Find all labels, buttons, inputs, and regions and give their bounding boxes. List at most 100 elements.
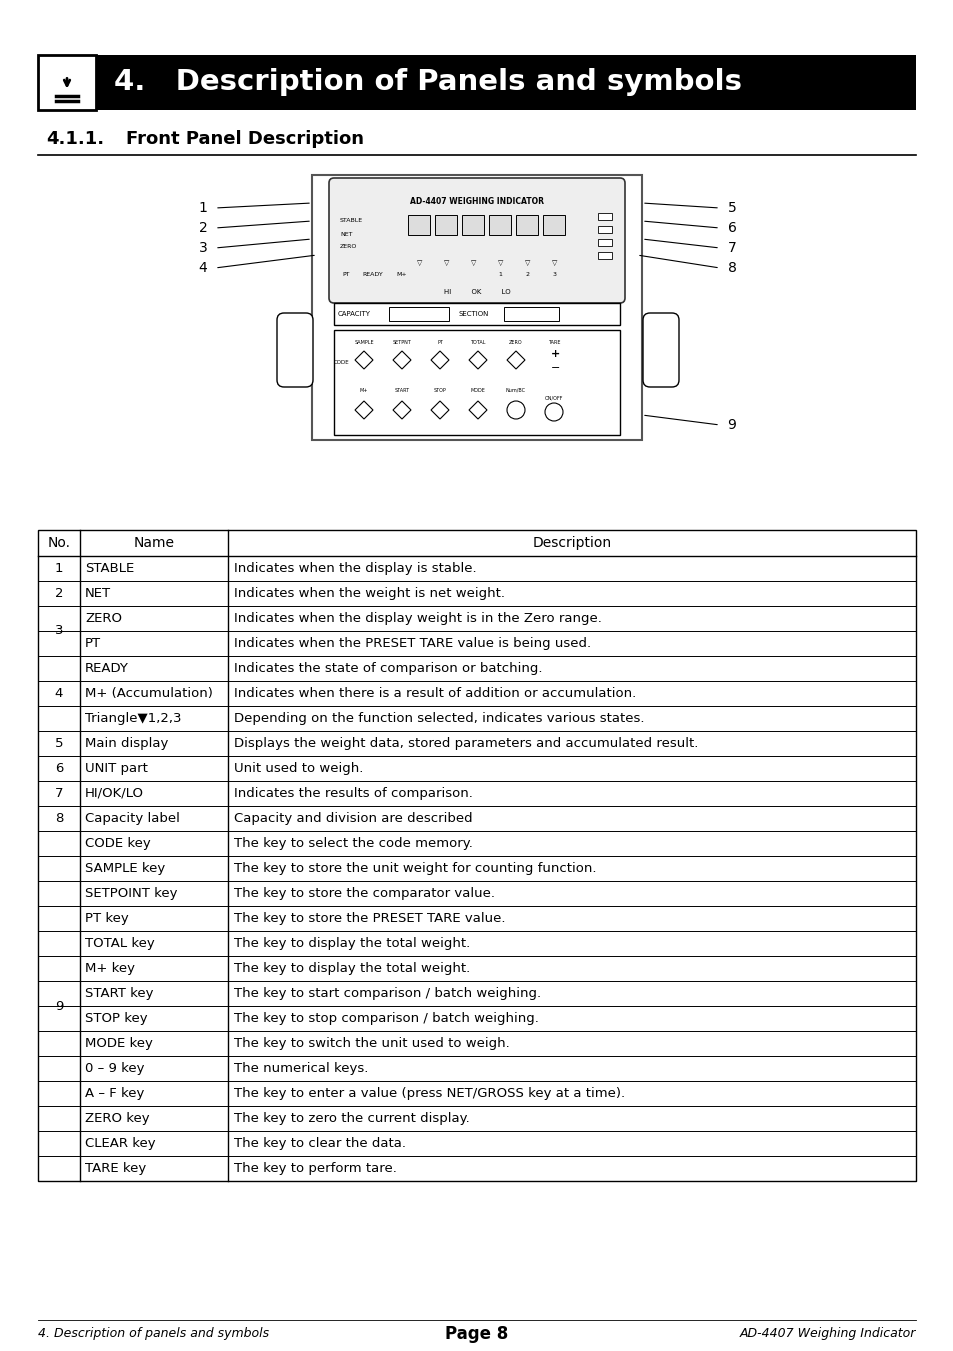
Text: Capacity label: Capacity label: [85, 812, 180, 825]
Text: SECTION: SECTION: [458, 311, 489, 317]
Text: Indicates when the weight is net weight.: Indicates when the weight is net weight.: [233, 586, 504, 600]
Text: SAMPLE key: SAMPLE key: [85, 862, 165, 875]
Text: 4.   Description of Panels and symbols: 4. Description of Panels and symbols: [113, 69, 741, 96]
Text: ZERO: ZERO: [509, 340, 522, 346]
Text: 8: 8: [727, 261, 736, 276]
Polygon shape: [355, 351, 373, 369]
Text: 8: 8: [54, 812, 63, 825]
Text: NET: NET: [339, 231, 352, 236]
Text: AD-4407 WEIGHING INDICATOR: AD-4407 WEIGHING INDICATOR: [410, 196, 543, 205]
Text: 1: 1: [54, 562, 63, 576]
Text: ▽: ▽: [524, 259, 530, 266]
Text: 4: 4: [198, 261, 207, 276]
Circle shape: [506, 401, 524, 419]
Text: 7: 7: [727, 240, 736, 255]
Text: The key to store the unit weight for counting function.: The key to store the unit weight for cou…: [233, 862, 596, 875]
Bar: [96, 55, 915, 109]
Text: ▽: ▽: [497, 259, 502, 266]
Bar: [598, 213, 612, 220]
Text: HI/OK/LO: HI/OK/LO: [85, 788, 144, 800]
Text: UNIT part: UNIT part: [85, 762, 148, 775]
Text: 5: 5: [54, 738, 63, 750]
Text: The key to perform tare.: The key to perform tare.: [233, 1162, 396, 1175]
Text: 7: 7: [54, 788, 63, 800]
Bar: [389, 307, 449, 322]
Bar: [503, 307, 558, 322]
Text: ▽: ▽: [551, 259, 557, 266]
Text: Main display: Main display: [85, 738, 168, 750]
Text: Unit used to weigh.: Unit used to weigh.: [233, 762, 363, 775]
Text: Displays the weight data, stored parameters and accumulated result.: Displays the weight data, stored paramet…: [233, 738, 698, 750]
FancyBboxPatch shape: [329, 178, 624, 303]
Text: READY: READY: [85, 662, 129, 676]
Text: The key to select the code memory.: The key to select the code memory.: [233, 838, 473, 850]
Polygon shape: [431, 401, 449, 419]
Text: Indicates when the display weight is in the Zero range.: Indicates when the display weight is in …: [233, 612, 601, 626]
Text: 6: 6: [727, 222, 736, 235]
Polygon shape: [355, 401, 373, 419]
Text: ZERO: ZERO: [85, 612, 122, 626]
Text: AD-4407 Weighing Indicator: AD-4407 Weighing Indicator: [739, 1328, 915, 1340]
Text: M+ (Accumulation): M+ (Accumulation): [85, 688, 213, 700]
Text: 3: 3: [54, 624, 63, 638]
Text: 3: 3: [552, 273, 556, 277]
Text: No.: No.: [48, 536, 71, 550]
Text: Indicates when the display is stable.: Indicates when the display is stable.: [233, 562, 476, 576]
Text: The key to display the total weight.: The key to display the total weight.: [233, 938, 470, 950]
FancyBboxPatch shape: [276, 313, 313, 386]
Text: 4. Description of panels and symbols: 4. Description of panels and symbols: [38, 1328, 269, 1340]
Text: STABLE: STABLE: [339, 219, 363, 223]
Text: The key to clear the data.: The key to clear the data.: [233, 1138, 406, 1150]
Text: Triangle▼1,2,3: Triangle▼1,2,3: [85, 712, 181, 725]
FancyBboxPatch shape: [642, 313, 679, 386]
Text: Indicates when the PRESET TARE value is being used.: Indicates when the PRESET TARE value is …: [233, 638, 591, 650]
Text: SETPOINT key: SETPOINT key: [85, 888, 177, 900]
Text: Indicates the state of comparison or batching.: Indicates the state of comparison or bat…: [233, 662, 542, 676]
Text: The key to display the total weight.: The key to display the total weight.: [233, 962, 470, 975]
Bar: [598, 239, 612, 246]
Text: 5: 5: [727, 201, 736, 215]
Text: The key to store the PRESET TARE value.: The key to store the PRESET TARE value.: [233, 912, 505, 925]
Bar: [598, 253, 612, 259]
Polygon shape: [469, 401, 486, 419]
Polygon shape: [393, 351, 411, 369]
Text: TARE key: TARE key: [85, 1162, 146, 1175]
Text: TARE: TARE: [547, 340, 559, 346]
Text: 1: 1: [198, 201, 207, 215]
Text: Front Panel Description: Front Panel Description: [126, 130, 364, 149]
Polygon shape: [393, 401, 411, 419]
Text: NET: NET: [85, 586, 111, 600]
Text: The key to store the comparator value.: The key to store the comparator value.: [233, 888, 495, 900]
Text: The key to zero the current display.: The key to zero the current display.: [233, 1112, 469, 1125]
Text: 2: 2: [198, 222, 207, 235]
Circle shape: [544, 403, 562, 422]
Bar: [516, 215, 537, 235]
Polygon shape: [431, 351, 449, 369]
Text: TOTAL key: TOTAL key: [85, 938, 154, 950]
Text: START: START: [394, 388, 409, 393]
Text: STABLE: STABLE: [85, 562, 134, 576]
Text: ▽: ▽: [471, 259, 476, 266]
Bar: [334, 330, 619, 435]
Text: ZERO: ZERO: [339, 245, 357, 250]
Text: The key to switch the unit used to weigh.: The key to switch the unit used to weigh…: [233, 1038, 509, 1050]
Bar: [334, 303, 619, 326]
Text: Indicates the results of comparison.: Indicates the results of comparison.: [233, 788, 473, 800]
Text: 2: 2: [54, 586, 63, 600]
Bar: [38, 55, 96, 109]
Text: M+: M+: [395, 273, 406, 277]
Text: MODE: MODE: [470, 388, 485, 393]
Bar: [408, 215, 430, 235]
Text: 4.1.1.: 4.1.1.: [46, 130, 104, 149]
Text: A – F key: A – F key: [85, 1088, 144, 1100]
Text: ON/OFF: ON/OFF: [544, 396, 562, 400]
Text: STOP: STOP: [434, 388, 446, 393]
Text: ▽: ▽: [443, 259, 449, 266]
Text: CLEAR key: CLEAR key: [85, 1138, 155, 1150]
Text: SETPNT: SETPNT: [392, 340, 411, 346]
Text: START key: START key: [85, 988, 153, 1000]
Text: CODE key: CODE key: [85, 838, 151, 850]
Bar: [598, 226, 612, 232]
Text: The key to stop comparison / batch weighing.: The key to stop comparison / batch weigh…: [233, 1012, 538, 1025]
Text: CODE: CODE: [334, 359, 350, 365]
